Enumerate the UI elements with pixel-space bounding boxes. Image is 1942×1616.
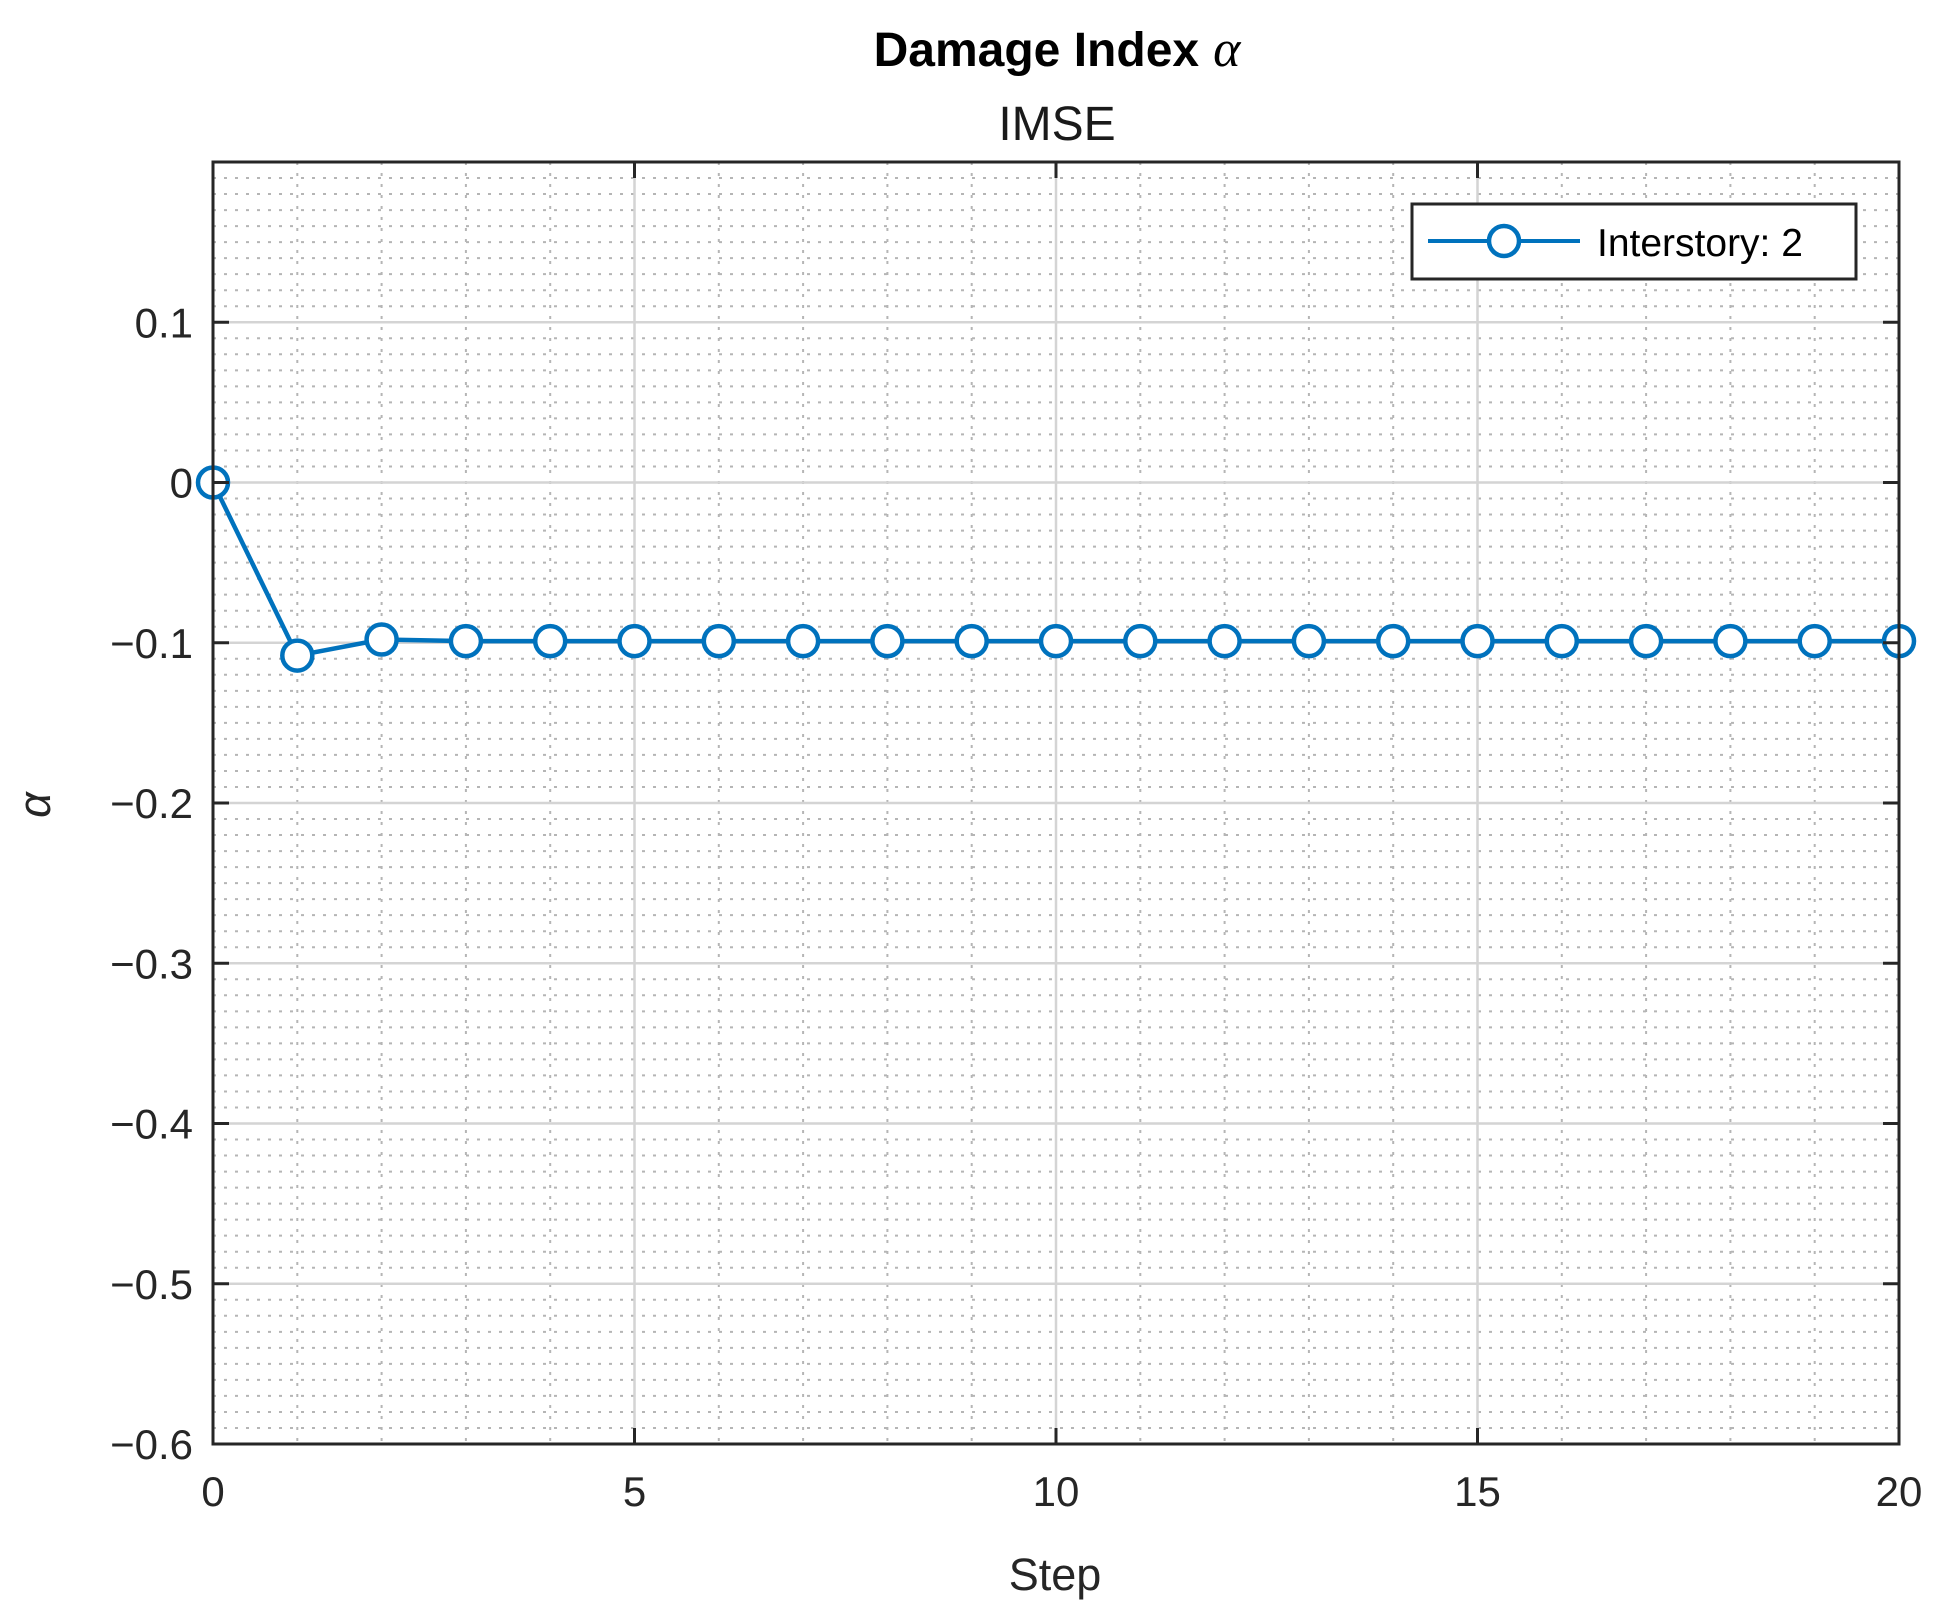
x-tick-label: 20 — [1876, 1468, 1923, 1515]
series-layer — [195, 465, 1917, 673]
x-tick-label: 15 — [1454, 1468, 1501, 1515]
data-point-marker — [954, 623, 989, 659]
y-tick-label: −0.1 — [110, 620, 193, 667]
data-point-marker — [448, 623, 484, 659]
y-tick-label: 0 — [170, 460, 193, 507]
data-point-marker — [1460, 623, 1495, 659]
data-point-marker — [1375, 623, 1411, 659]
data-point-marker — [1713, 623, 1748, 659]
data-point-marker — [364, 622, 399, 657]
y-tick-label: −0.3 — [110, 940, 193, 987]
data-point-marker — [1797, 623, 1832, 659]
data-point-marker — [1038, 623, 1074, 659]
data-point-marker — [701, 623, 737, 659]
data-point-marker — [1291, 623, 1327, 659]
chart-title: Damage Index α — [874, 21, 1242, 78]
data-point-marker — [280, 638, 315, 673]
x-tick-label: 10 — [1033, 1468, 1080, 1515]
legend-marker-sample — [1486, 223, 1522, 259]
data-point-marker — [785, 623, 821, 659]
y-axis-label: α — [9, 791, 60, 818]
legend: Interstory: 2 — [1410, 202, 1858, 281]
y-tick-label: −0.5 — [110, 1261, 193, 1308]
chart-subtitle: IMSE — [998, 98, 1115, 151]
data-point-marker — [532, 623, 568, 659]
x-tick-label: 0 — [201, 1468, 224, 1515]
data-point-marker — [1207, 623, 1242, 659]
ticks-layer: 0 5 10 15 20 0.1 0 −0.1 −0.2 −0.3 −0.4 −0.5 −0.6 — [110, 162, 1922, 1515]
data-point-marker — [617, 623, 652, 659]
data-point-marker — [870, 623, 905, 659]
chart-title-text: Damage Index — [874, 24, 1200, 77]
y-tick-label: −0.2 — [110, 780, 193, 827]
chart-title-symbol: α — [1213, 21, 1242, 78]
x-tick-label: 5 — [623, 1468, 646, 1515]
y-tick-label: 0.1 — [135, 299, 193, 346]
data-point-marker — [1544, 623, 1580, 659]
x-axis-label: Step — [1009, 1549, 1102, 1600]
y-tick-label: −0.4 — [110, 1101, 193, 1148]
y-tick-label: −0.6 — [110, 1421, 193, 1468]
legend-entry-label: Interstory: 2 — [1597, 222, 1803, 265]
data-point-marker — [1123, 623, 1158, 659]
data-point-marker — [1628, 623, 1664, 659]
